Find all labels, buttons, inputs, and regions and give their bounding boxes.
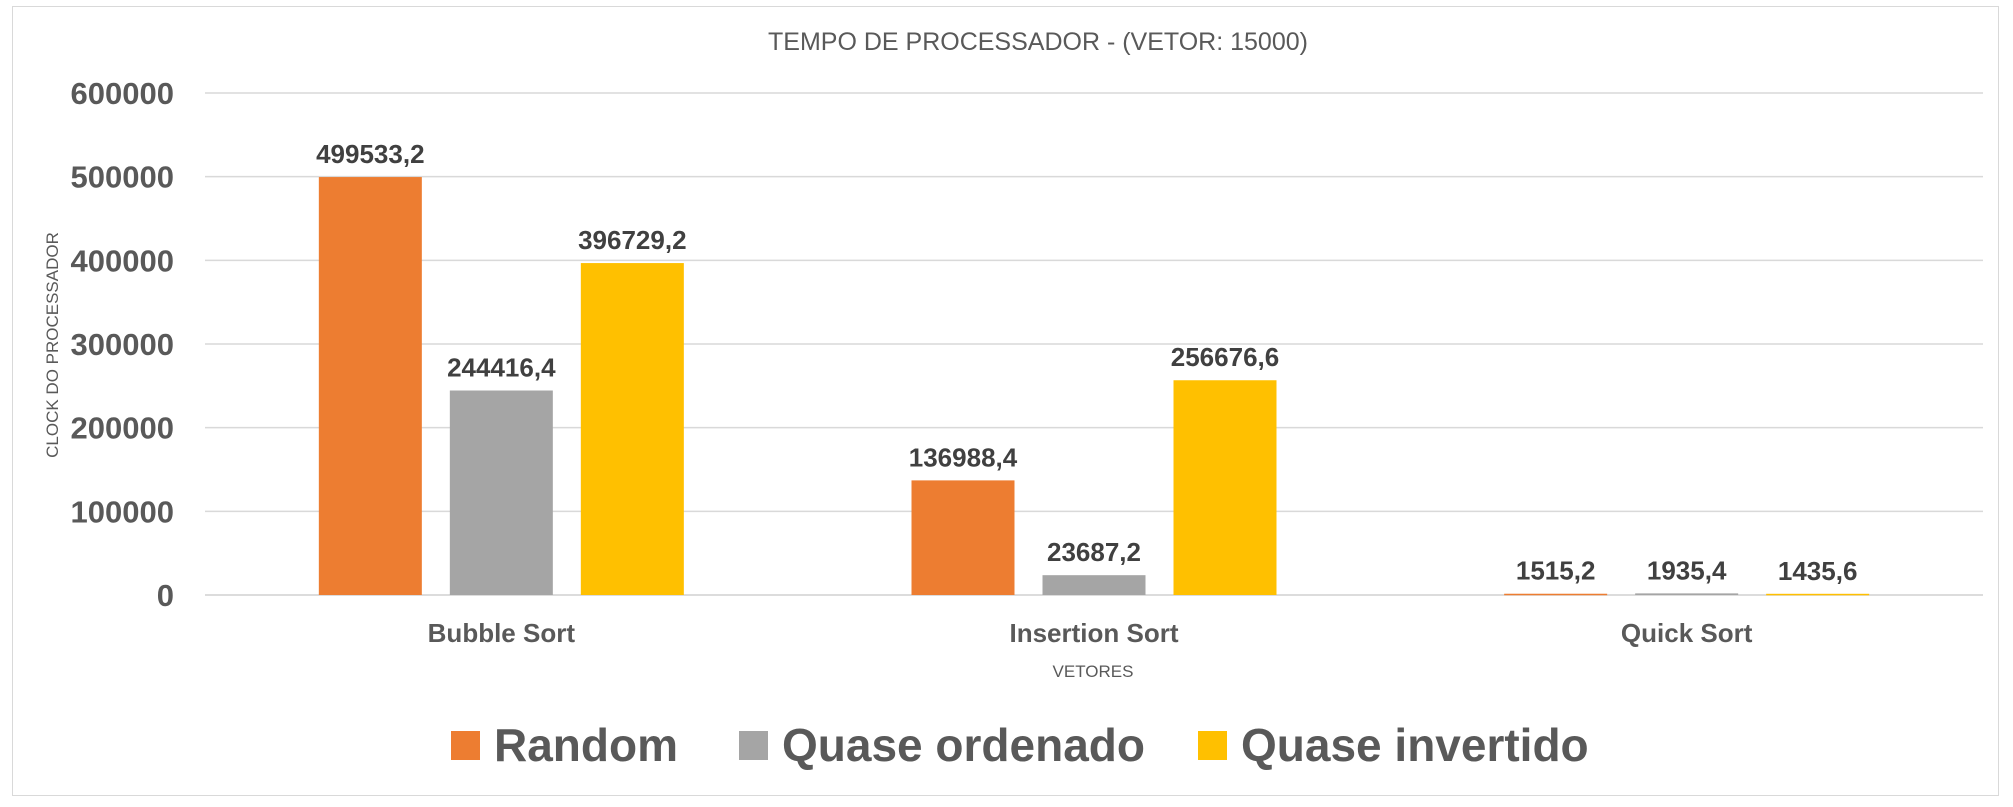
x-axis-label: VETORES bbox=[1053, 662, 1134, 681]
bar bbox=[318, 177, 422, 595]
bar bbox=[1766, 593, 1870, 596]
data-label: 256676,6 bbox=[1171, 342, 1279, 372]
data-labels: 499533,2 244416,4 396729,2 136988,4 23687,2 2… bbox=[316, 139, 1857, 586]
bar bbox=[580, 263, 684, 595]
x-axis-ticks: Bubble Sort Insertion Sort Quick Sort bbox=[428, 618, 1753, 648]
y-axis-label: CLOCK DO PROCESSADOR bbox=[43, 232, 62, 458]
y-axis-ticks: 0 100000 200000 300000 400000 500000 600000 bbox=[71, 76, 174, 613]
data-label: 396729,2 bbox=[578, 225, 686, 255]
x-tick-label: Insertion Sort bbox=[1009, 618, 1178, 648]
y-tick-label: 0 bbox=[157, 578, 174, 613]
data-label: 136988,4 bbox=[909, 442, 1018, 472]
bar bbox=[1042, 575, 1146, 595]
y-tick-label: 200000 bbox=[71, 411, 174, 446]
x-tick-label: Bubble Sort bbox=[428, 618, 576, 648]
y-tick-label: 400000 bbox=[71, 243, 174, 278]
data-label: 499533,2 bbox=[316, 139, 424, 169]
legend-label: Quase invertido bbox=[1241, 719, 1589, 771]
legend-label: Random bbox=[494, 719, 678, 771]
bar bbox=[911, 480, 1015, 595]
data-label: 1515,2 bbox=[1516, 556, 1596, 586]
y-tick-label: 500000 bbox=[71, 160, 174, 195]
bar bbox=[449, 390, 553, 595]
legend-swatch bbox=[1198, 731, 1227, 760]
legend-label: Quase ordenado bbox=[782, 719, 1145, 771]
legend-swatch bbox=[739, 731, 768, 760]
data-label: 1435,6 bbox=[1778, 556, 1858, 586]
data-label: 23687,2 bbox=[1047, 537, 1141, 567]
data-label: 1935,4 bbox=[1647, 555, 1727, 585]
y-tick-label: 600000 bbox=[71, 76, 174, 111]
y-tick-label: 100000 bbox=[71, 494, 174, 529]
data-label: 244416,4 bbox=[447, 353, 556, 383]
x-tick-label: Quick Sort bbox=[1621, 618, 1753, 648]
bar bbox=[1635, 593, 1739, 595]
legend-swatch bbox=[451, 731, 480, 760]
bar bbox=[1173, 380, 1277, 595]
y-tick-label: 300000 bbox=[71, 327, 174, 362]
chart-title: TEMPO DE PROCESSADOR - (VETOR: 15000) bbox=[768, 28, 1308, 56]
legend: Random Quase ordenado Quase invertido bbox=[451, 719, 1589, 771]
bar bbox=[1504, 593, 1608, 596]
bars bbox=[318, 177, 1870, 596]
